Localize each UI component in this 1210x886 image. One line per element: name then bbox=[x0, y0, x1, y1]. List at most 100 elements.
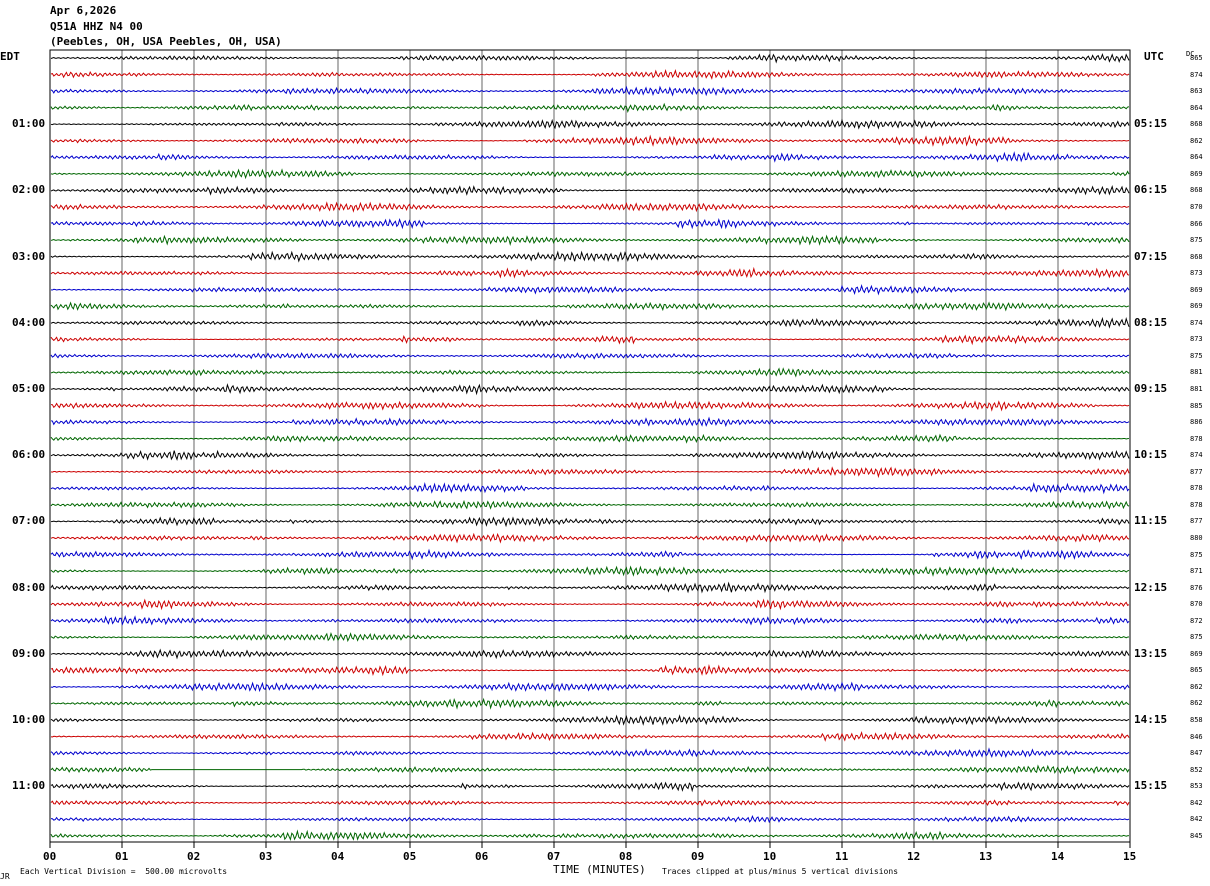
dc-offset-19: 881 bbox=[1190, 368, 1203, 377]
seismic-trace-30 bbox=[50, 548, 1130, 561]
seismic-trace-4 bbox=[50, 118, 1130, 130]
dc-offset-31: 871 bbox=[1190, 567, 1203, 576]
dc-offset-27: 878 bbox=[1190, 500, 1203, 509]
left-hour-label-4: 05:00 bbox=[12, 382, 46, 395]
clip-note: Traces clipped at plus/minus 5 vertical … bbox=[662, 867, 899, 876]
right-hour-label-7: 12:15 bbox=[1134, 580, 1168, 594]
seismic-trace-8 bbox=[50, 184, 1130, 196]
seismic-trace-16 bbox=[50, 316, 1130, 329]
seismic-trace-43 bbox=[50, 764, 1130, 775]
seismic-trace-17 bbox=[50, 334, 1130, 346]
dc-offset-12: 868 bbox=[1190, 252, 1203, 261]
seismic-trace-13 bbox=[50, 266, 1130, 279]
seismic-trace-37 bbox=[50, 663, 1130, 677]
dc-offset-25: 877 bbox=[1190, 467, 1203, 476]
dc-offset-35: 875 bbox=[1190, 633, 1203, 642]
scale-note: Each Vertical Division = 500.00 microvol… bbox=[20, 867, 228, 876]
seismic-trace-23 bbox=[50, 433, 1130, 444]
dc-offset-11: 875 bbox=[1190, 236, 1203, 245]
x-tick-label-07: 07 bbox=[547, 850, 561, 863]
dc-offset-16: 874 bbox=[1190, 318, 1203, 327]
left-hour-label-5: 06:00 bbox=[12, 448, 46, 462]
seismic-trace-22 bbox=[50, 416, 1130, 428]
x-tick-label-06: 06 bbox=[475, 850, 489, 863]
seismic-trace-21 bbox=[50, 400, 1130, 412]
x-tick-label-09: 09 bbox=[691, 850, 705, 863]
seismic-trace-7 bbox=[50, 168, 1130, 180]
dc-offset-33: 870 bbox=[1190, 600, 1203, 609]
x-tick-label-10: 10 bbox=[763, 850, 777, 863]
plot-frame bbox=[49, 49, 1131, 843]
dc-offset-18: 875 bbox=[1190, 351, 1203, 360]
seismic-trace-5 bbox=[50, 134, 1130, 147]
seismic-trace-45 bbox=[50, 799, 1130, 807]
dc-offset-36: 869 bbox=[1190, 649, 1203, 658]
seismic-trace-14 bbox=[50, 283, 1130, 296]
right-hour-label-3: 08:15 bbox=[1134, 315, 1168, 329]
left-hour-label-0: 01:00 bbox=[12, 117, 46, 131]
x-tick-label-04: 04 bbox=[331, 850, 345, 863]
seismic-trace-10 bbox=[50, 217, 1130, 230]
left-hour-label-2: 03:00 bbox=[12, 249, 46, 263]
dc-offset-43: 852 bbox=[1190, 765, 1203, 774]
plot-date: Apr 6,2026 bbox=[50, 4, 117, 17]
dc-offset-23: 878 bbox=[1190, 434, 1203, 443]
seismic-trace-35 bbox=[50, 631, 1130, 643]
x-tick-label-08: 08 bbox=[619, 850, 633, 863]
dc-offset-0: 865 bbox=[1190, 54, 1203, 62]
dc-offset-28: 877 bbox=[1190, 517, 1203, 526]
dc-offset-45: 842 bbox=[1190, 798, 1203, 807]
corner-mark: JR bbox=[0, 872, 10, 881]
right-timezone-label: UTC bbox=[1144, 50, 1164, 63]
seismic-trace-0 bbox=[50, 52, 1130, 64]
right-hour-label-5: 10:15 bbox=[1134, 448, 1168, 462]
dc-offset-46: 842 bbox=[1190, 815, 1203, 824]
dc-offset-3: 864 bbox=[1190, 103, 1203, 112]
seismic-trace-33 bbox=[50, 598, 1130, 611]
right-hour-label-9: 14:15 bbox=[1134, 713, 1168, 726]
x-tick-label-03: 03 bbox=[259, 850, 273, 863]
seismic-trace-47 bbox=[50, 829, 1130, 841]
left-hour-label-8: 09:00 bbox=[12, 646, 46, 660]
seismic-trace-2 bbox=[50, 85, 1130, 97]
seismic-trace-46 bbox=[50, 815, 1130, 824]
dc-offset-24: 874 bbox=[1190, 451, 1203, 460]
seismic-trace-39 bbox=[50, 697, 1130, 710]
left-hour-label-10: 11:00 bbox=[12, 779, 46, 793]
dc-offset-34: 872 bbox=[1190, 616, 1203, 625]
seismic-trace-42 bbox=[50, 747, 1130, 759]
seismic-trace-29 bbox=[50, 532, 1130, 544]
dc-offset-37: 865 bbox=[1190, 666, 1203, 675]
dc-offset-15: 869 bbox=[1190, 302, 1203, 311]
dc-offset-6: 864 bbox=[1190, 153, 1203, 162]
dc-offset-20: 881 bbox=[1190, 385, 1203, 393]
dc-offset-26: 878 bbox=[1190, 484, 1203, 493]
dc-offset-30: 875 bbox=[1190, 550, 1203, 559]
dc-offset-14: 869 bbox=[1190, 285, 1203, 294]
dc-offset-22: 886 bbox=[1190, 418, 1203, 427]
x-tick-label-13: 13 bbox=[979, 850, 993, 863]
seismic-trace-38 bbox=[50, 681, 1130, 693]
dc-offset-17: 873 bbox=[1190, 335, 1203, 344]
dc-offset-38: 862 bbox=[1190, 682, 1203, 691]
x-tick-label-02: 02 bbox=[187, 850, 201, 863]
seismic-trace-26 bbox=[50, 481, 1130, 495]
seismic-trace-6 bbox=[50, 151, 1130, 163]
dc-offset-10: 866 bbox=[1190, 219, 1203, 228]
right-hour-label-1: 06:15 bbox=[1134, 183, 1168, 197]
dc-offset-8: 868 bbox=[1190, 186, 1203, 195]
right-hour-label-2: 07:15 bbox=[1134, 249, 1168, 263]
dc-offset-header: DC bbox=[1186, 50, 1195, 58]
left-hour-label-6: 07:00 bbox=[12, 514, 46, 528]
seismic-trace-44 bbox=[50, 781, 1130, 793]
x-tick-label-15: 15 bbox=[1123, 850, 1137, 863]
x-tick-label-11: 11 bbox=[835, 850, 849, 863]
dc-offset-42: 847 bbox=[1190, 749, 1203, 758]
seismic-trace-24 bbox=[50, 449, 1130, 461]
dc-offset-21: 885 bbox=[1190, 401, 1203, 410]
seismic-trace-41 bbox=[50, 730, 1130, 742]
left-hour-label-9: 10:00 bbox=[12, 713, 46, 726]
seismic-trace-20 bbox=[50, 383, 1130, 396]
seismic-trace-19 bbox=[50, 367, 1130, 378]
seismic-trace-15 bbox=[50, 301, 1130, 312]
